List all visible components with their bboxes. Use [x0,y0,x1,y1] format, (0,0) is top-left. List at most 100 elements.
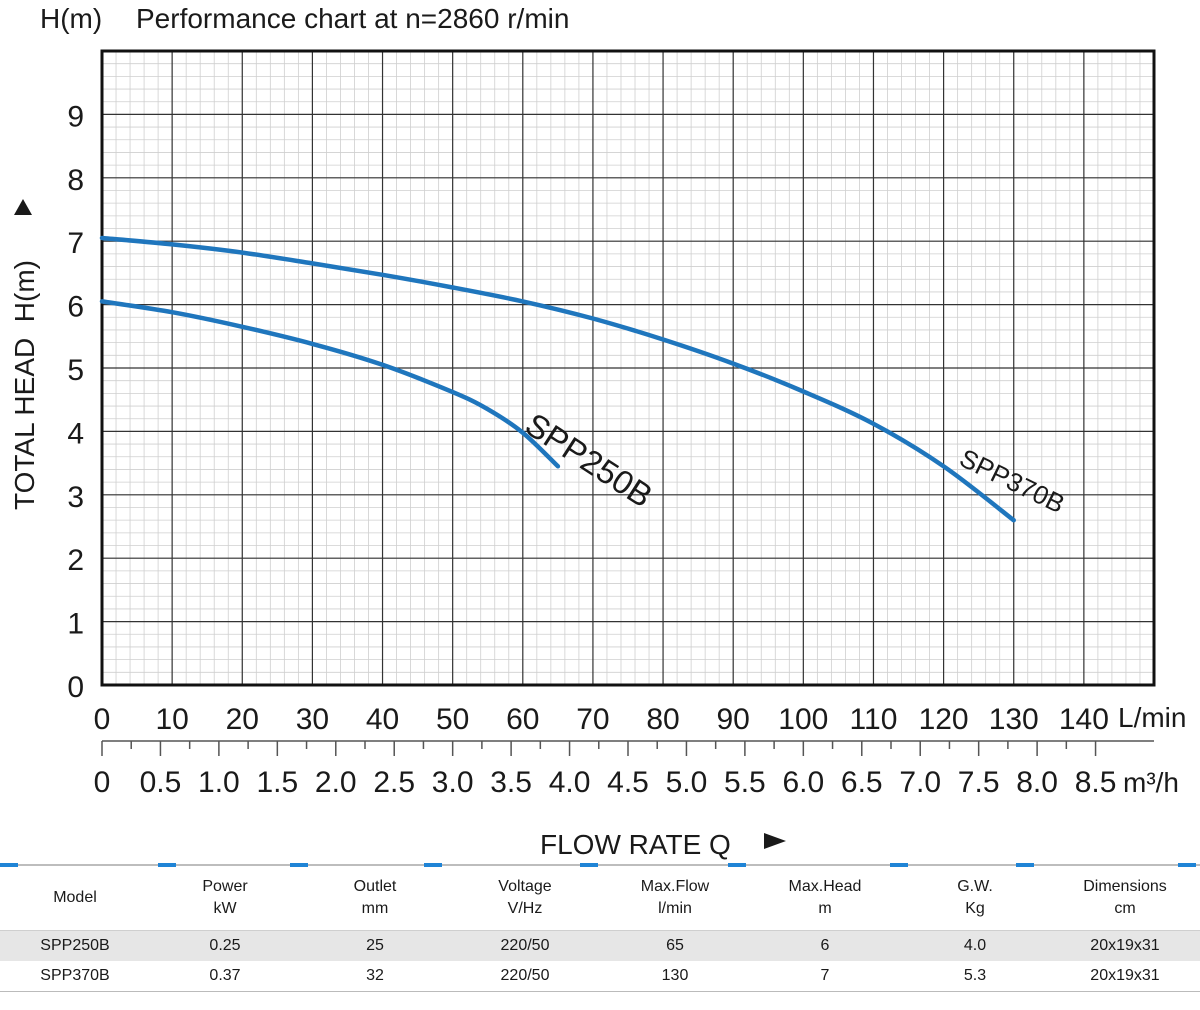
spec-header-unit: V/Hz [507,900,543,917]
spec-header-cell: Power kW [150,866,300,931]
table-cell: 0.25 [150,930,300,961]
x-unit-label: L/min [1118,702,1186,733]
x-tick-label: 0 [94,703,111,736]
spec-header-name: Model [53,889,97,906]
x-tick-label: 50 [436,703,469,736]
spec-header-name: Dimensions [1083,878,1167,895]
table-row: SPP250B 0.25 25 220/50 65 6 4.0 20x19x31 [0,930,1200,961]
x-tick-label: 110 [850,703,898,736]
table-cell: 130 [600,961,750,992]
x2-tick-label: 4.5 [607,766,649,799]
chart-title: Performance chart at n=2860 r/min [136,3,569,34]
spec-header-row: Model Power kW Outlet mm Voltage V/Hz Max.Flow l… [0,866,1200,931]
table-cell: 25 [300,930,450,961]
spec-header-cell: Max.Head m [750,866,900,931]
x2-tick-label: 1.0 [198,766,240,799]
x2-tick-label: 8.0 [1016,766,1058,799]
y-tick-label: 6 [67,291,84,324]
x-tick-label: 80 [646,703,679,736]
performance-chart: H(m) Performance chart at n=2860 r/min T… [9,3,1186,860]
table-cell: SPP250B [0,930,150,961]
y-tick-label: 8 [67,164,84,197]
x-axis-label: FLOW RATE Q [540,829,731,860]
x-tick-label: 140 [1059,703,1109,736]
table-accent-segment [290,863,308,867]
table-accent-segment [424,863,442,867]
y-tick-label: 0 [67,671,84,704]
table-cell: 20x19x31 [1050,961,1200,992]
series-label-spp250b: SPP250B [519,406,659,515]
table-cell: 220/50 [450,961,600,992]
spec-header-cell: Voltage V/Hz [450,866,600,931]
x-axis-arrow-icon [764,833,786,849]
table-cell: 20x19x31 [1050,930,1200,961]
x-tick-label: 70 [576,703,609,736]
x-tick-label: 100 [778,703,828,736]
spec-header-cell: Max.Flow l/min [600,866,750,931]
spec-header-unit: kW [213,900,237,917]
spec-header-cell: Outlet mm [300,866,450,931]
spec-header-unit: mm [361,900,389,917]
y-tick-label: 4 [67,417,84,450]
x-tick-labels: 0 10 20 30 40 50 60 70 80 90 100 110 120 130 140 [94,703,1109,736]
spec-table-header: Model Power kW Outlet mm Voltage V/Hz Max.Flow l… [0,866,1200,931]
y-axis-arrow-icon [14,199,32,215]
y-tick-label: 5 [67,354,84,387]
series-labels: SPP250B SPP370B [519,406,1069,520]
y-tick-labels: 0 1 2 3 4 5 6 7 8 9 [67,100,84,704]
y-tick-label: 7 [67,227,84,260]
x2-tick-marks: 0 0.5 1.0 1.5 2.0 2.5 3.0 3.5 4.0 4.5 5.0 5.5 6.0 6.5… [94,741,1117,799]
y-tick-label: 1 [67,608,84,641]
table-cell: 5.3 [900,961,1050,992]
plot-frame [100,49,1156,687]
x2-tick-label: 1.5 [256,766,298,799]
table-cell: 32 [300,961,450,992]
table-accent-segment [0,863,18,867]
table-top-rule [0,864,1200,866]
table-cell: 4.0 [900,930,1050,961]
y-axis-label: TOTAL HEAD H(m) [9,260,40,510]
table-row: SPP370B 0.37 32 220/50 130 7 5.3 20x19x31 [0,961,1200,992]
x-tick-label: 130 [989,703,1039,736]
spec-header-cell: Model [0,866,150,931]
x2-tick-label: 7.0 [899,766,941,799]
spec-header-name: Max.Head [788,878,862,895]
table-accent-segment [1178,863,1196,867]
x2-tick-label: 4.0 [549,766,591,799]
x-tick-label: 10 [155,703,188,736]
spec-header-name: Power [202,878,248,895]
x2-tick-label: 8.5 [1075,766,1117,799]
table-accent-segment [580,863,598,867]
x2-unit-label: m³/h [1123,767,1179,798]
x-tick-label: 60 [506,703,539,736]
spec-header-unit: l/min [658,900,692,917]
y-tick-label: 2 [67,544,84,577]
spec-header-unit: m [818,900,832,917]
table-cell: 65 [600,930,750,961]
spec-header-unit: Kg [965,900,985,917]
table-cell: 7 [750,961,900,992]
x-tick-label: 120 [919,703,969,736]
x2-tick-label: 3.0 [432,766,474,799]
x2-tick-label: 6.0 [782,766,824,799]
table-accent-segment [728,863,746,867]
spec-table-body: SPP250B 0.25 25 220/50 65 6 4.0 20x19x31 SPP370B… [0,930,1200,992]
x2-tick-label: 2.5 [373,766,415,799]
series-line-spp370b [99,235,1016,523]
y-tick-label: 9 [67,100,84,133]
x-tick-label: 30 [296,703,329,736]
spec-header-name: G.W. [957,878,993,895]
grid-major [102,51,1154,685]
series-line-spp250b [99,299,561,469]
x2-tick-label: 2.0 [315,766,357,799]
x-tick-label: 40 [366,703,399,736]
x-tick-label: 90 [717,703,750,736]
table-cell: 220/50 [450,930,600,961]
spec-table: Model Power kW Outlet mm Voltage V/Hz Max.Flow l… [0,866,1200,992]
table-cell: 6 [750,930,900,961]
x2-tick-label: 3.5 [490,766,532,799]
table-cell: 0.37 [150,961,300,992]
spec-header-name: Voltage [498,878,552,895]
x2-tick-label: 0.5 [140,766,182,799]
x2-tick-label: 7.5 [958,766,1000,799]
